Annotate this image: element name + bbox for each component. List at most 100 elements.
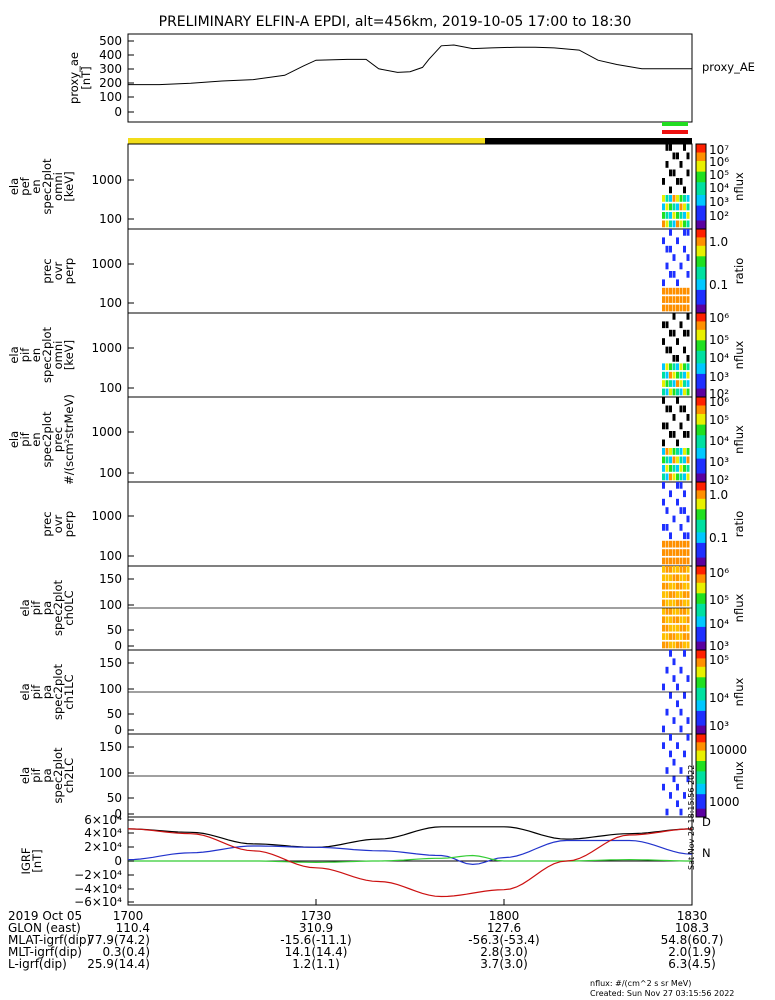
spectrogram-cell [679,296,683,303]
spectrogram-cell [662,574,665,582]
panel-ylabel: prec [40,511,54,536]
colorbar-cell [696,796,706,799]
colorbar-cell [696,350,706,354]
colorbar-cell [696,336,706,339]
spectrogram-cell [686,195,690,202]
spectrogram-cell [679,725,683,733]
spectrogram-cell [665,456,669,464]
spectrogram-cell [662,608,665,615]
spectrogram-cell [669,304,672,312]
colorbar-cell [696,207,706,211]
colorbar-cell [696,736,706,739]
colorbar-cell [696,765,706,768]
colorbar-cell [696,641,706,645]
colorbar: 1.0 0.1 ratio [695,481,746,567]
colorbar-cell [696,237,706,240]
colorbar-cell [696,719,706,722]
spectrogram-cell [662,725,665,733]
spectrogram-cell [665,371,669,379]
spectrogram-cell [683,540,686,548]
colorbar-cell [696,662,706,666]
spectrogram-cell [672,473,676,481]
colorbar-cell [696,734,706,737]
spectrogram-cell [676,473,679,481]
spectrogram-cell [669,186,672,194]
spectrogram-cell [679,371,683,379]
panel-ytick: 100 [99,766,122,780]
spectrogram-panel-pif_prec: 1000 100 elapifenspec2plotprec#/(scm²strMe… [7,394,746,487]
colorbar: 10⁶ 10⁵ 10⁴ 10³ nflux [695,565,746,653]
spectrogram-cell [676,287,679,295]
colorbar-cell [696,767,706,770]
spectrogram-cell [669,448,672,455]
spectrogram-cell [669,532,672,540]
spectrogram-cell [662,380,665,387]
colorbar-cell [696,224,706,228]
spectrogram-cell [679,363,683,371]
spectrogram-cell [662,616,665,624]
colorbar-cell [696,229,706,232]
colorbar-cell [696,365,706,369]
proxy-ae-ytick: 300 [99,62,122,76]
colorbar-cell [696,608,706,611]
spectrogram-cell [662,633,665,640]
spectrogram-cell [686,775,690,783]
spectrogram-cell [669,692,672,699]
colorbar-cell [696,342,706,345]
colorbar-cell [696,660,706,664]
colorbar-cell [696,180,706,183]
spectrogram-cell [672,296,676,303]
spectrogram-cell [669,229,672,236]
colorbar-cell [696,738,706,741]
spectrogram-cell [686,641,690,649]
colorbar-cell [696,750,706,754]
colorbar-cell [696,570,706,573]
colorbar-cell [696,507,706,510]
colorbar-cell [696,292,706,295]
colorbar-cell [696,399,706,402]
spectrogram-cell [669,641,672,649]
spectrogram-cell [672,599,676,607]
spectrogram-cell [686,380,690,387]
date-label: 2019 Oct 05 [8,909,82,923]
spectrogram-cell [686,220,690,228]
colorbar-cell [696,323,706,327]
colorbar-cell [696,717,706,720]
colorbar-tick: 10³ [709,639,729,653]
colorbar-tick: 1.0 [709,235,728,249]
colorbar-cell [696,304,706,308]
proxy-ae-ytick: 0 [114,105,122,119]
colorbar-cell [696,390,706,394]
spectrogram-cell [676,783,679,791]
spectrogram-cell [665,388,669,396]
spectrogram-cell [672,616,676,624]
colorbar-tick: 10⁴ [709,434,729,448]
spectrogram-cell [676,363,679,371]
spectrogram-cell [686,456,690,464]
spectrogram-cell [676,304,679,312]
spectrogram-cell [662,237,665,245]
colorbar-cell [696,549,706,552]
colorbar-cell [696,454,706,457]
panel-ylabel: ovr [51,514,65,533]
colorbar-cell [696,428,706,432]
colorbar-cell [696,231,706,234]
colorbar-cell [696,239,706,243]
colorbar-cell [696,352,706,356]
spectrogram-cell [679,540,683,548]
colorbar-cell [696,658,706,661]
colorbar-label: nflux [732,677,746,706]
spectrogram-cell [672,271,676,278]
colorbar-cell [696,369,706,373]
panel-ylabel: perp [62,258,76,284]
igrf-series-black [127,826,693,848]
spectrogram-cell [686,515,690,523]
colorbar-cell [696,814,706,818]
colorbar-cell [696,593,706,596]
spectrogram-cell [665,473,669,481]
proxy-ae-ytick: 400 [99,48,122,62]
panel-ylabel: pif [29,767,43,782]
spectrogram-cell [672,633,676,640]
